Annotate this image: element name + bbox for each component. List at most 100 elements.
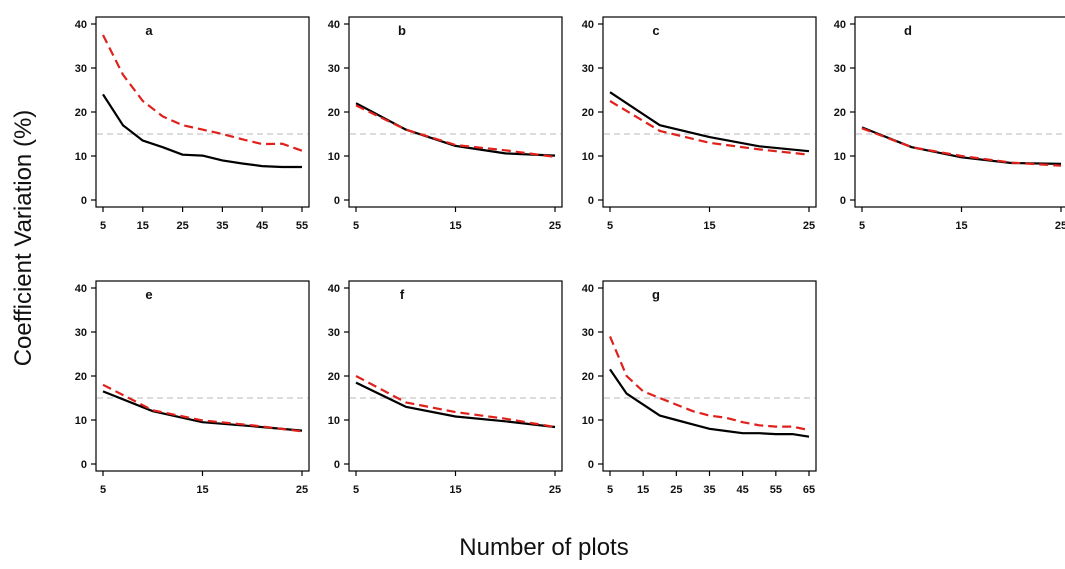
y-tick-label: 30	[582, 63, 594, 75]
panel-frame	[348, 16, 563, 208]
x-tick-label: 45	[737, 484, 749, 496]
y-tick-label: 40	[328, 19, 340, 31]
x-tick-label: 15	[955, 220, 967, 232]
x-tick-label: 5	[100, 484, 106, 496]
y-tick-label: 10	[582, 151, 594, 163]
y-tick-label: 40	[75, 283, 87, 295]
panel-letter: d	[904, 23, 912, 38]
y-tick-label: 40	[582, 19, 594, 31]
y-tick-label: 0	[588, 195, 594, 207]
solid-series-line	[355, 381, 556, 429]
dashed-series-line	[102, 383, 303, 433]
y-tick-label: 0	[81, 459, 87, 471]
panel-frame	[95, 16, 310, 208]
y-tick-label: 20	[328, 107, 340, 119]
panel-letter: c	[652, 23, 659, 38]
solid-series-line	[102, 390, 303, 432]
y-tick-label: 20	[75, 107, 87, 119]
panel-frame	[602, 280, 817, 472]
dashed-series-line	[609, 100, 810, 156]
y-tick-label: 20	[582, 371, 594, 383]
y-tick-label: 40	[75, 19, 87, 31]
x-tick-label: 25	[670, 484, 682, 496]
y-tick-label: 10	[582, 415, 594, 427]
x-tick-label: 55	[296, 220, 308, 232]
panel-d: 0 10 20 30 40 5 15 25 d	[834, 16, 1065, 232]
panel-c: 0 10 20 30 40 5 15 25 c	[582, 16, 817, 232]
y-tick-label: 0	[334, 459, 340, 471]
x-tick-label: 15	[449, 220, 461, 232]
y-tick-label: 20	[582, 107, 594, 119]
x-tick-label: 35	[703, 484, 715, 496]
y-tick-label: 30	[75, 63, 87, 75]
y-tick-label: 40	[582, 283, 594, 295]
y-tick-label: 0	[334, 195, 340, 207]
solid-series-line	[861, 126, 1062, 165]
dashed-series-line	[102, 34, 303, 152]
solid-series-line	[102, 93, 302, 169]
panel-f: 0 10 20 30 40 5 15 25 f	[328, 280, 563, 496]
x-tick-label: 25	[176, 220, 188, 232]
solid-series-line	[609, 368, 810, 438]
y-tick-label: 10	[834, 151, 846, 163]
x-tick-label: 5	[353, 220, 359, 232]
panel-g: 0 10 20 30 40 5 15 25 35 45 55 65 g	[582, 280, 817, 496]
panel-letter: b	[398, 23, 406, 38]
x-tick-label: 15	[637, 484, 649, 496]
dashed-series-line	[861, 127, 1062, 167]
x-tick-label: 5	[607, 220, 613, 232]
panel-frame	[95, 280, 310, 472]
x-tick-label: 25	[1055, 220, 1065, 232]
y-tick-label: 0	[840, 195, 846, 207]
y-tick-label: 10	[75, 151, 87, 163]
x-tick-label: 15	[449, 484, 461, 496]
y-tick-label: 20	[328, 371, 340, 383]
x-tick-label: 5	[859, 220, 865, 232]
panel-letter: g	[652, 287, 660, 302]
panel-frame	[854, 16, 1065, 208]
x-tick-label: 65	[803, 484, 815, 496]
y-tick-label: 30	[328, 63, 340, 75]
y-tick-label: 10	[328, 415, 340, 427]
x-tick-label: 25	[549, 484, 561, 496]
y-tick-label: 40	[834, 19, 846, 31]
panel-letter: a	[145, 23, 153, 38]
y-tick-label: 10	[328, 151, 340, 163]
panel-b: 0 10 20 30 40 5 15 25 b	[328, 16, 563, 232]
x-tick-label: 15	[196, 484, 208, 496]
panel-a: 0 10 20 30 40 5 15 25 35 45 55 a	[75, 16, 310, 232]
x-tick-label: 25	[549, 220, 561, 232]
panel-frame	[348, 280, 563, 472]
x-tick-label: 5	[353, 484, 359, 496]
solid-series-line	[609, 91, 810, 153]
y-tick-label: 10	[75, 415, 87, 427]
x-tick-label: 55	[770, 484, 782, 496]
panel-e: 0 10 20 30 40 5 15 25 e	[75, 280, 310, 496]
x-tick-label: 25	[803, 220, 815, 232]
y-tick-label: 30	[328, 327, 340, 339]
dashed-series-line	[355, 375, 556, 429]
x-tick-label: 35	[216, 220, 228, 232]
y-tick-label: 30	[75, 327, 87, 339]
y-tick-label: 20	[75, 371, 87, 383]
panel-letter: e	[145, 287, 152, 302]
y-tick-label: 30	[582, 327, 594, 339]
panel-letter: f	[400, 287, 405, 302]
x-tick-label: 5	[607, 484, 613, 496]
solid-series-line	[355, 102, 556, 157]
x-tick-label: 15	[137, 220, 149, 232]
x-tick-label: 45	[256, 220, 268, 232]
dashed-series-line	[355, 104, 556, 158]
x-tick-label: 15	[703, 220, 715, 232]
dashed-series-line	[608, 335, 810, 432]
panel-frame	[602, 16, 817, 208]
y-tick-label: 40	[328, 283, 340, 295]
x-tick-label: 5	[100, 220, 106, 232]
y-axis-label: Coefficient Variation (%)	[10, 110, 37, 367]
y-tick-label: 0	[81, 195, 87, 207]
y-tick-label: 20	[834, 107, 846, 119]
y-tick-label: 0	[588, 459, 594, 471]
x-tick-label: 25	[296, 484, 308, 496]
